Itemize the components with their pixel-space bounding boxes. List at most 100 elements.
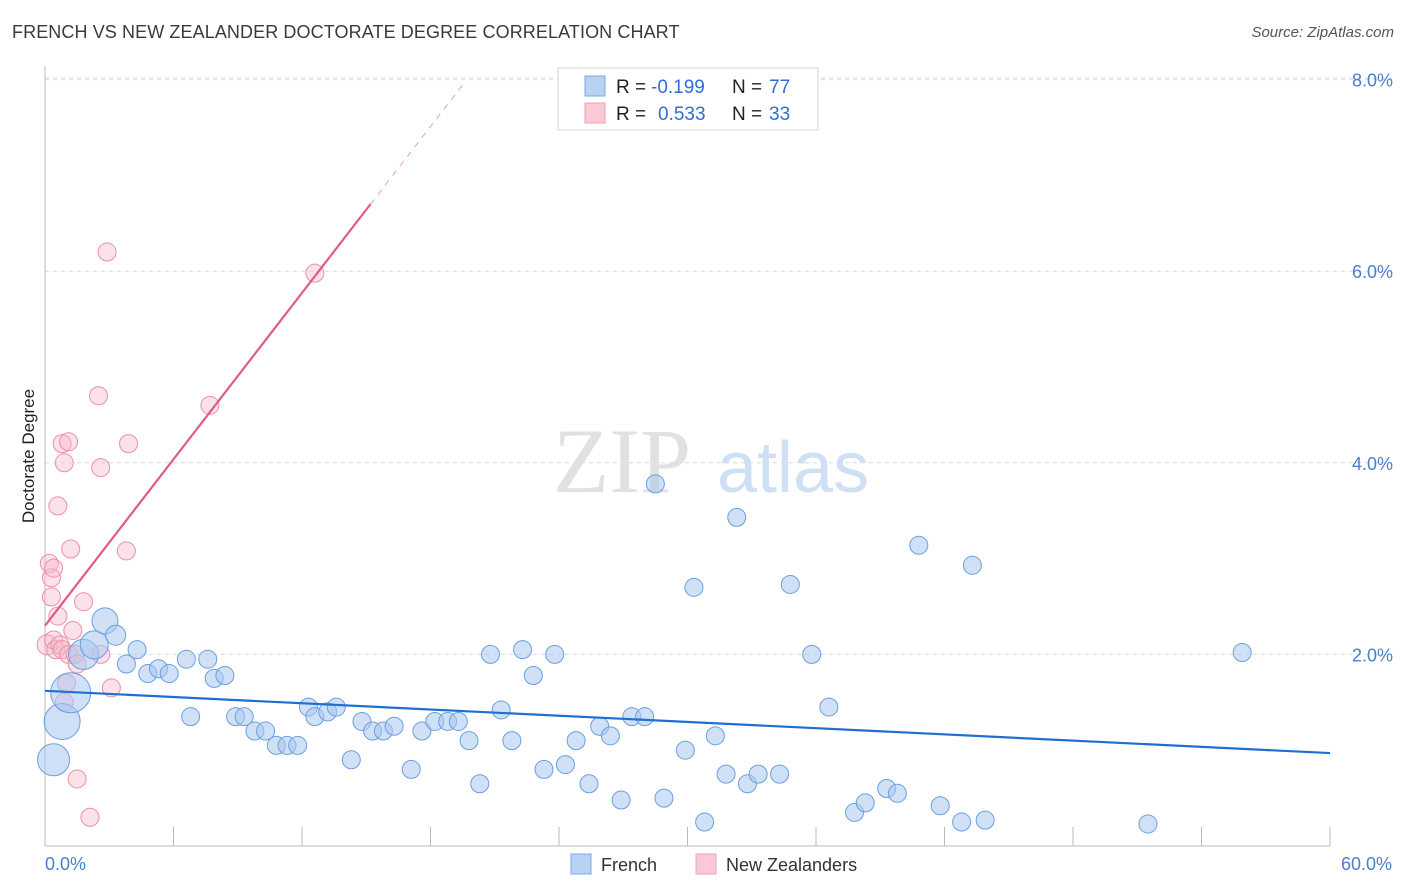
french-point: [513, 640, 533, 660]
french-point: [127, 640, 147, 660]
french-point: [326, 697, 346, 717]
french-point: [116, 654, 136, 674]
french-point: [470, 774, 490, 794]
legend-swatch-nz: [695, 853, 717, 875]
nz-point: [48, 606, 68, 626]
watermark: ZIP atlas: [553, 410, 869, 512]
french-point: [79, 630, 109, 660]
y-axis-label: Doctorate Degree: [19, 389, 38, 523]
french-point: [887, 783, 907, 803]
legend-n-value: 33: [769, 104, 790, 125]
series-legend: French New Zealanders: [570, 853, 857, 875]
french-point: [770, 764, 790, 784]
legend-n-label: N =: [732, 77, 762, 98]
legend-r-label: R =: [616, 104, 646, 125]
french-point: [611, 790, 631, 810]
french-point: [1232, 642, 1252, 662]
nz-trend-line: [44, 203, 372, 627]
french-point: [234, 707, 254, 727]
french-point: [930, 796, 950, 816]
legend-swatch-nz: [584, 102, 606, 124]
french-point: [705, 726, 725, 746]
nz-point: [91, 458, 111, 478]
gridlines: [45, 77, 1392, 655]
french-point: [748, 764, 768, 784]
french-point: [198, 649, 218, 669]
french-point: [579, 774, 599, 794]
french-point: [448, 711, 468, 731]
chart-source: Source: ZipAtlas.com: [1251, 24, 1394, 41]
french-point: [695, 812, 715, 832]
french-point: [855, 793, 875, 813]
chart-title: FRENCH VS NEW ZEALANDER DOCTORATE DEGREE…: [12, 22, 680, 42]
french-point: [645, 474, 665, 494]
french-point: [962, 555, 982, 575]
french-point: [716, 764, 736, 784]
nz-point: [101, 678, 121, 698]
nz-point: [116, 541, 136, 561]
french-point: [288, 735, 308, 755]
french-point: [480, 644, 500, 664]
y-tick-label: 2.0%: [1352, 645, 1393, 665]
nz-point: [80, 807, 100, 827]
nz-point: [48, 496, 68, 516]
french-point: [176, 649, 196, 669]
y-tick-label: 6.0%: [1352, 262, 1393, 282]
tick-labels: 2.0% 4.0% 6.0% 8.0% 0.0% 60.0%: [45, 71, 1393, 874]
french-point: [459, 731, 479, 751]
nz-point: [67, 769, 87, 789]
french-point: [523, 665, 543, 685]
french-point: [684, 577, 704, 597]
legend-r-value: -0.199: [651, 77, 705, 98]
french-point: [635, 707, 655, 727]
french-trend-line: [44, 689, 1331, 755]
french-point: [545, 644, 565, 664]
nz-point: [97, 242, 117, 262]
x-tick-label: 60.0%: [1341, 854, 1392, 874]
y-tick-label: 4.0%: [1352, 454, 1393, 474]
french-point: [384, 716, 404, 736]
french-point: [491, 700, 511, 720]
french-point: [566, 731, 586, 751]
legend-label-nz: New Zealanders: [726, 855, 857, 875]
french-point: [819, 697, 839, 717]
legend-label-french: French: [601, 855, 657, 875]
french-point: [654, 788, 674, 808]
watermark-zip: ZIP: [553, 410, 691, 512]
french-point: [256, 721, 276, 741]
watermark-atlas: atlas: [717, 428, 869, 508]
french-point: [600, 726, 620, 746]
french-point: [802, 644, 822, 664]
nz-point: [74, 592, 94, 612]
legend-swatch-french: [570, 853, 592, 875]
x-tick-label: 0.0%: [45, 854, 86, 874]
french-point: [909, 535, 929, 555]
nz-point: [41, 587, 61, 607]
french-point: [341, 750, 361, 770]
french-point: [975, 810, 995, 830]
french-point: [105, 624, 127, 646]
nz-point: [41, 568, 61, 588]
french-point: [780, 574, 800, 594]
nz-point: [52, 434, 72, 454]
french-point: [215, 665, 235, 685]
french-point: [727, 507, 747, 527]
nz-point: [200, 395, 220, 415]
french-point: [401, 759, 421, 779]
legend-swatch-french: [584, 75, 606, 97]
nz-point: [54, 453, 74, 473]
nz-point: [119, 434, 139, 454]
french-point: [502, 731, 522, 751]
french-point: [159, 664, 179, 684]
correlation-legend: R = -0.199 N = 77 R = 0.533 N = 33: [557, 67, 819, 131]
french-point: [1138, 814, 1158, 834]
french-point: [181, 707, 201, 727]
legend-r-label: R =: [616, 77, 646, 98]
nz-point: [63, 620, 83, 640]
nz-point: [59, 432, 79, 452]
french-point: [37, 743, 71, 777]
french-point: [555, 755, 575, 775]
legend-n-label: N =: [732, 104, 762, 125]
nz-point: [89, 386, 109, 406]
